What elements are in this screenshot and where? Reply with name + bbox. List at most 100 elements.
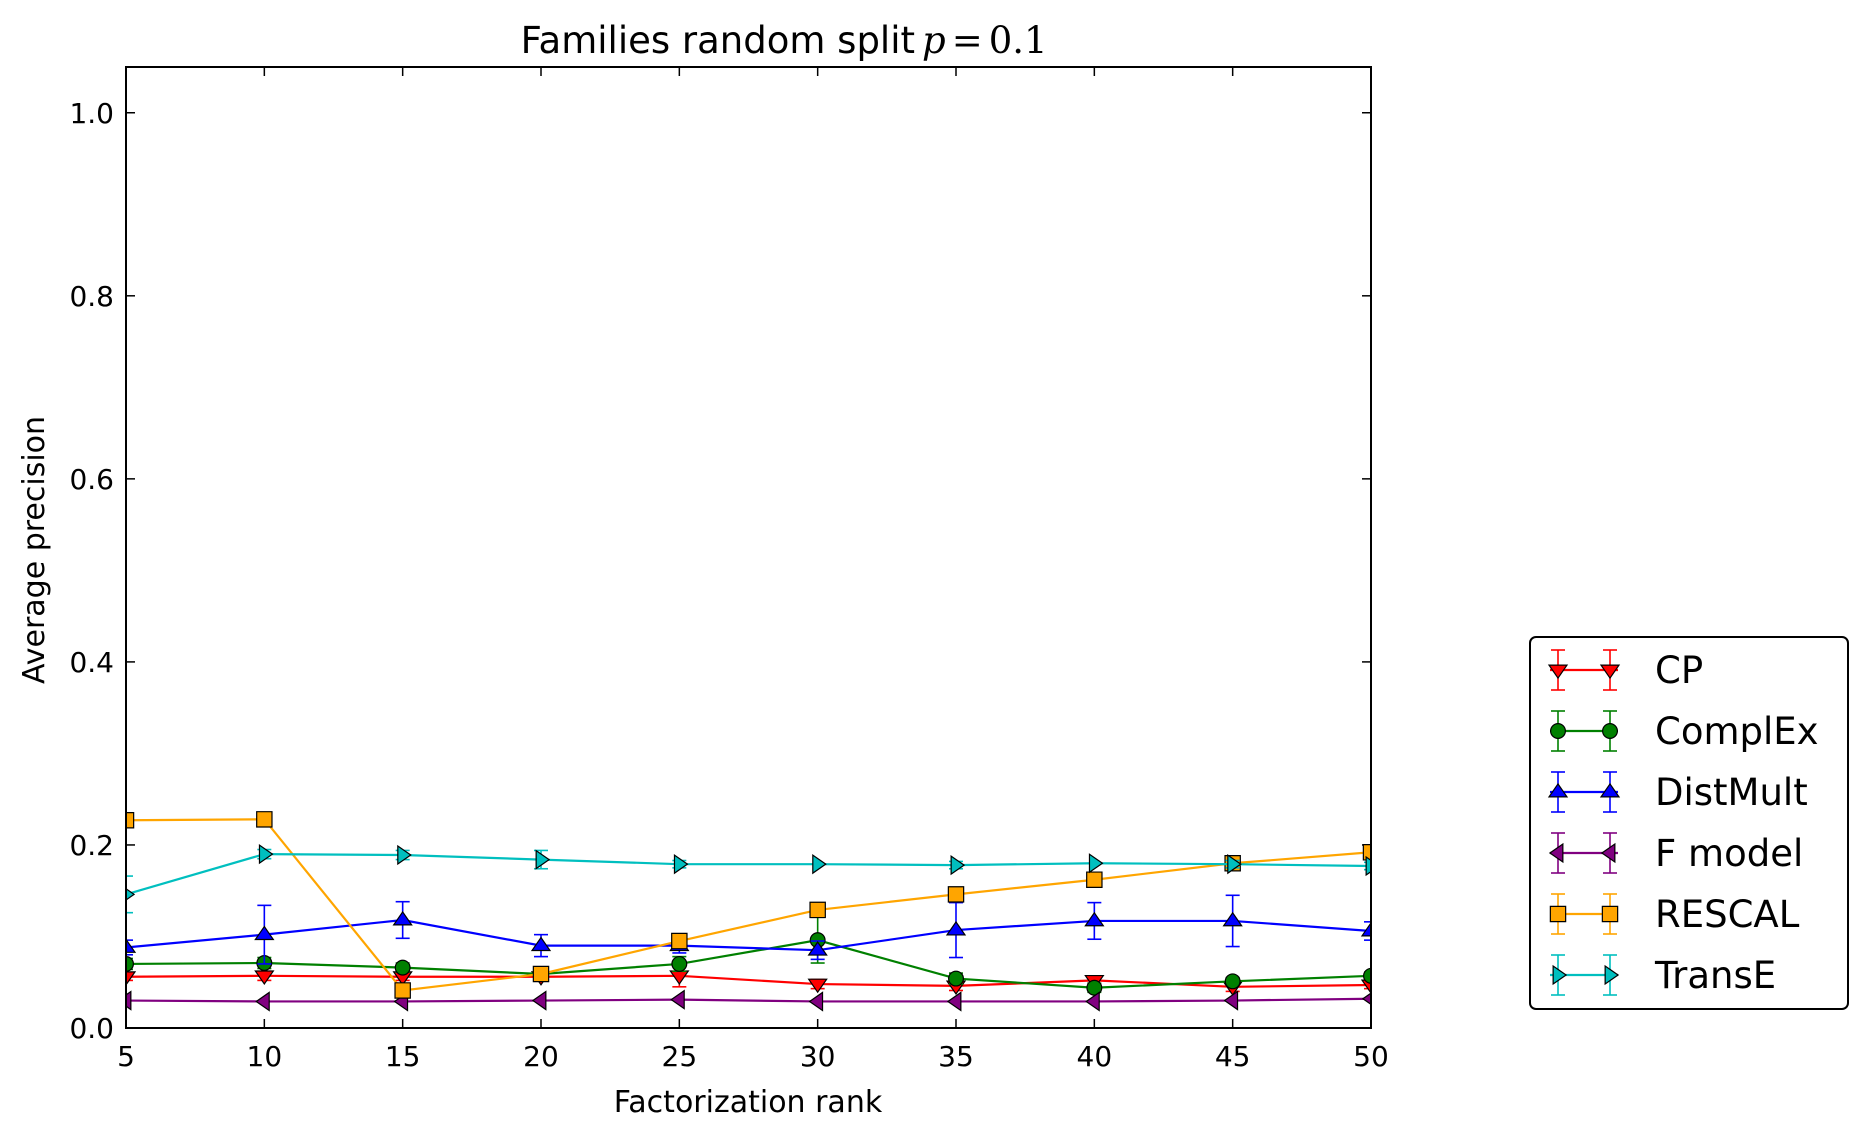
- series-line: [126, 853, 1371, 896]
- y-tick-label: 0.0: [69, 1012, 114, 1045]
- data-point: [1085, 991, 1100, 1012]
- x-tick-label: 45: [1215, 1040, 1251, 1073]
- series-transe: [126, 843, 1371, 914]
- legend-marker: [1600, 842, 1616, 864]
- x-tick-label: 35: [938, 1040, 974, 1073]
- legend-entry-cp: CP: [1547, 649, 1703, 692]
- x-tick-label: 5: [117, 1040, 135, 1073]
- y-tick-label: 1.0: [69, 97, 114, 130]
- y-tick-label: 0.4: [69, 646, 114, 679]
- data-point: [126, 938, 137, 953]
- series-f-model: [126, 989, 1371, 1012]
- data-point: [673, 854, 689, 875]
- data-point: [254, 925, 275, 941]
- legend-label: DistMult: [1655, 771, 1808, 814]
- plot-frame: [125, 66, 1372, 1029]
- series-line: [126, 918, 1371, 952]
- data-point: [535, 849, 551, 870]
- data-point: [394, 959, 411, 976]
- data-point: [948, 970, 964, 987]
- x-tick-label: 20: [523, 1040, 559, 1073]
- data-point: [1086, 871, 1103, 888]
- legend-marker: [1550, 723, 1566, 739]
- legend-label: ComplEx: [1655, 710, 1819, 753]
- data-point: [1223, 990, 1239, 1011]
- legend-entry-rescal: RESCAL: [1549, 893, 1800, 936]
- legend-marker: [1599, 664, 1621, 680]
- y-tick-label: 0.8: [69, 280, 114, 313]
- x-axis-label: Factorization rank: [614, 1085, 883, 1120]
- x-tick-label: 10: [247, 1040, 283, 1073]
- data-point: [947, 886, 965, 903]
- data-point: [950, 854, 966, 876]
- data-point: [126, 888, 136, 901]
- data-point: [807, 941, 828, 956]
- legend: CP ComplEx DistMult F model RESCAL TransE: [1529, 636, 1849, 1010]
- legend-marker: [1599, 782, 1621, 798]
- x-tick-label: 50: [1353, 1040, 1389, 1073]
- data-point: [397, 844, 412, 866]
- chart-title: Families random split: [521, 19, 915, 62]
- plot-series: [126, 811, 1371, 1012]
- x-tick-label: 40: [1077, 1040, 1113, 1073]
- data-point: [255, 991, 270, 1012]
- data-point: [392, 910, 413, 926]
- series-rescal: [126, 811, 1371, 999]
- legend-entry-distmult: DistMult: [1547, 771, 1808, 814]
- data-point: [1224, 973, 1241, 990]
- data-point: [1365, 855, 1371, 877]
- legend-marker: [1547, 782, 1569, 798]
- data-point: [126, 811, 135, 829]
- data-point: [531, 990, 547, 1011]
- legend-label: CP: [1655, 649, 1703, 692]
- data-point: [670, 989, 685, 1010]
- data-point: [945, 920, 967, 936]
- data-point: [1361, 992, 1371, 1006]
- series-distmult: [126, 894, 1371, 965]
- data-point: [1360, 921, 1371, 937]
- data-point: [532, 965, 550, 983]
- legend-marker: [1602, 723, 1618, 739]
- data-point: [394, 982, 411, 999]
- legend-entry-f-model: F model: [1548, 832, 1803, 875]
- data-point: [807, 978, 828, 994]
- legend-entry-transe: TransE: [1550, 954, 1776, 997]
- legend-marker: [1604, 964, 1620, 986]
- data-point: [808, 991, 824, 1012]
- data-point: [812, 854, 827, 875]
- data-point: [530, 936, 552, 952]
- legend-marker: [1601, 905, 1619, 923]
- plot-area: [126, 811, 1371, 1012]
- data-point: [258, 843, 274, 865]
- data-point: [1227, 854, 1242, 875]
- series-line: [126, 939, 1371, 989]
- title-math-eq: =: [952, 19, 983, 62]
- legend-marker: [1548, 842, 1564, 864]
- legend-label: F model: [1655, 832, 1803, 875]
- chart-title-math: p = 0.1: [922, 19, 1048, 62]
- data-point: [946, 991, 962, 1012]
- data-point: [126, 971, 137, 986]
- legend-entry-complex: ComplEx: [1550, 710, 1819, 753]
- series-line: [126, 997, 1371, 1003]
- data-point: [671, 955, 688, 972]
- y-tick-label: 0.6: [69, 463, 114, 496]
- legend-marker: [1552, 964, 1568, 986]
- title-math-var: p: [922, 19, 946, 62]
- axis-tick-labels: 5 10 15 20 25 30 35 40 45 50 0.0 0.2 0.4 0.6 0.8 1.0: [69, 97, 1388, 1073]
- y-tick-label: 0.2: [69, 829, 114, 862]
- data-point: [809, 901, 826, 919]
- data-point: [671, 932, 688, 950]
- series-line: [126, 818, 1371, 992]
- x-tick-label: 15: [385, 1040, 421, 1073]
- data-point: [126, 990, 132, 1011]
- data-point: [1362, 844, 1371, 861]
- data-point: [1088, 853, 1104, 874]
- legend-marker: [1547, 664, 1569, 680]
- x-tick-label: 25: [662, 1040, 698, 1073]
- y-axis-label: Average precision: [17, 416, 52, 684]
- data-point: [1084, 911, 1105, 927]
- legend-marker: [1549, 905, 1567, 923]
- title-math-val: 0.1: [989, 19, 1048, 62]
